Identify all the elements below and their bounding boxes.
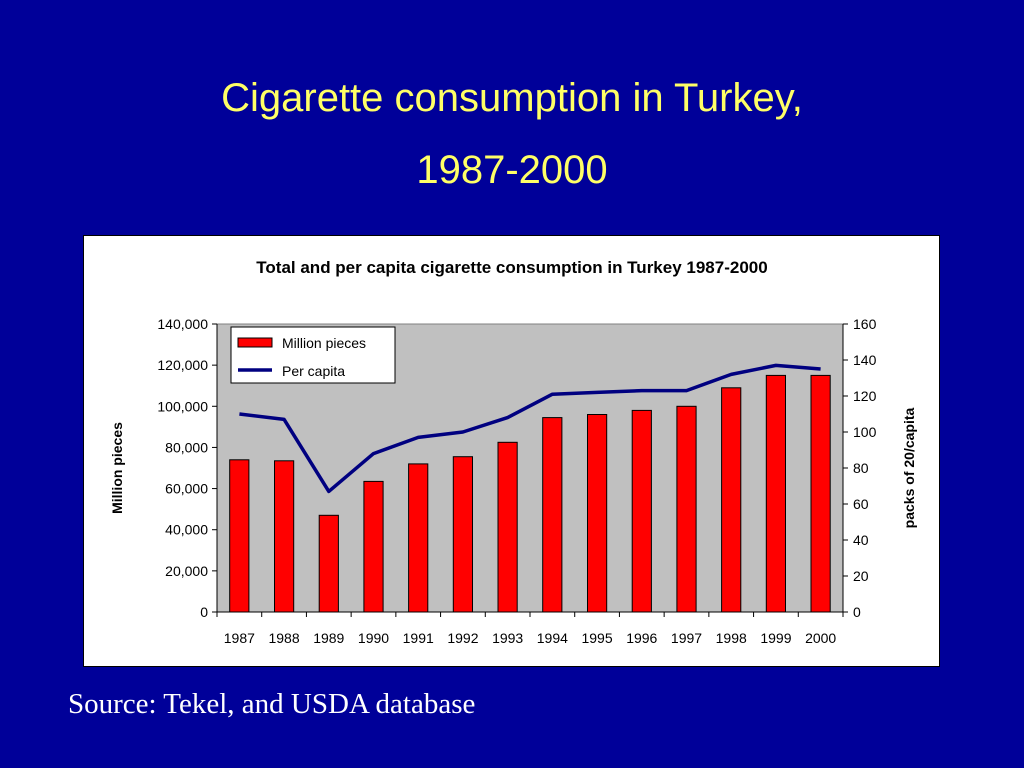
bar	[408, 463, 429, 613]
bar	[810, 374, 831, 613]
y2-tick-label: 0	[853, 604, 861, 620]
x-tick-label: 1999	[760, 630, 791, 646]
x-tick-label: 1998	[716, 630, 747, 646]
y-tick-label: 20,000	[165, 563, 208, 579]
bar	[542, 417, 563, 613]
y2-tick-label: 160	[853, 316, 877, 332]
y-axis-label: Million pieces	[109, 422, 125, 514]
source-note: Source: Tekel, and USDA database	[68, 688, 476, 720]
x-tick-label: 1990	[358, 630, 389, 646]
bar	[274, 460, 295, 613]
line-layer	[239, 363, 821, 494]
x-tick-label: 1987	[224, 630, 255, 646]
legend: Million pieces Per capita	[230, 326, 396, 384]
bars-layer	[229, 374, 831, 613]
x-tick-label: 1993	[492, 630, 523, 646]
y-tick-label: 40,000	[165, 522, 208, 538]
y2-tick-label: 100	[853, 424, 877, 440]
legend-label-bars: Million pieces	[282, 335, 366, 351]
bar	[363, 480, 384, 613]
x-tick-label: 2000	[805, 630, 836, 646]
x-tick-label: 1989	[313, 630, 344, 646]
y2-tick-label: 120	[853, 388, 877, 404]
legend-label-line: Per capita	[282, 363, 345, 379]
slide-title-line2: 1987-2000	[416, 148, 608, 192]
legend-box	[230, 326, 396, 384]
bar	[587, 414, 608, 613]
y2-tick-label: 40	[853, 532, 869, 548]
x-tick-label: 1995	[581, 630, 612, 646]
bar	[631, 409, 652, 613]
x-tick-label: 1991	[403, 630, 434, 646]
y-tick-label: 100,000	[157, 398, 208, 414]
bar	[721, 387, 742, 613]
y-tick-label: 80,000	[165, 439, 208, 455]
chart-panel: Total and per capita cigarette consumpti…	[83, 235, 940, 667]
combo-chart: Total and per capita cigarette consumpti…	[109, 258, 917, 646]
y2-tick-label: 60	[853, 496, 869, 512]
x-tick-label: 1996	[626, 630, 657, 646]
bar	[765, 374, 786, 613]
y2-axis-label: packs of 20/capita	[901, 407, 917, 528]
bar	[318, 514, 339, 613]
bar	[676, 405, 697, 613]
y-tick-label: 140,000	[157, 316, 208, 332]
slide-title-line1: Cigarette consumption in Turkey,	[221, 76, 803, 120]
y-tick-label: 0	[200, 604, 208, 620]
y2-tick-label: 80	[853, 460, 869, 476]
x-tick-label: 1994	[537, 630, 568, 646]
y2-tick-label: 140	[853, 352, 877, 368]
bar	[229, 459, 250, 613]
x-tick-label: 1997	[671, 630, 702, 646]
x-tick-label: 1992	[447, 630, 478, 646]
y-tick-label: 60,000	[165, 481, 208, 497]
legend-bar-swatch	[237, 337, 273, 348]
bar	[497, 441, 518, 613]
y-tick-label: 120,000	[157, 357, 208, 373]
per-capita-line	[239, 363, 821, 494]
y2-tick-label: 20	[853, 568, 869, 584]
x-tick-label: 1988	[268, 630, 299, 646]
axes-layer: 0 20,000 40,000 60,000 80,000 100,000 120,000 1…	[157, 316, 876, 646]
bar	[452, 456, 473, 613]
chart-title: Total and per capita cigarette consumpti…	[256, 258, 767, 277]
